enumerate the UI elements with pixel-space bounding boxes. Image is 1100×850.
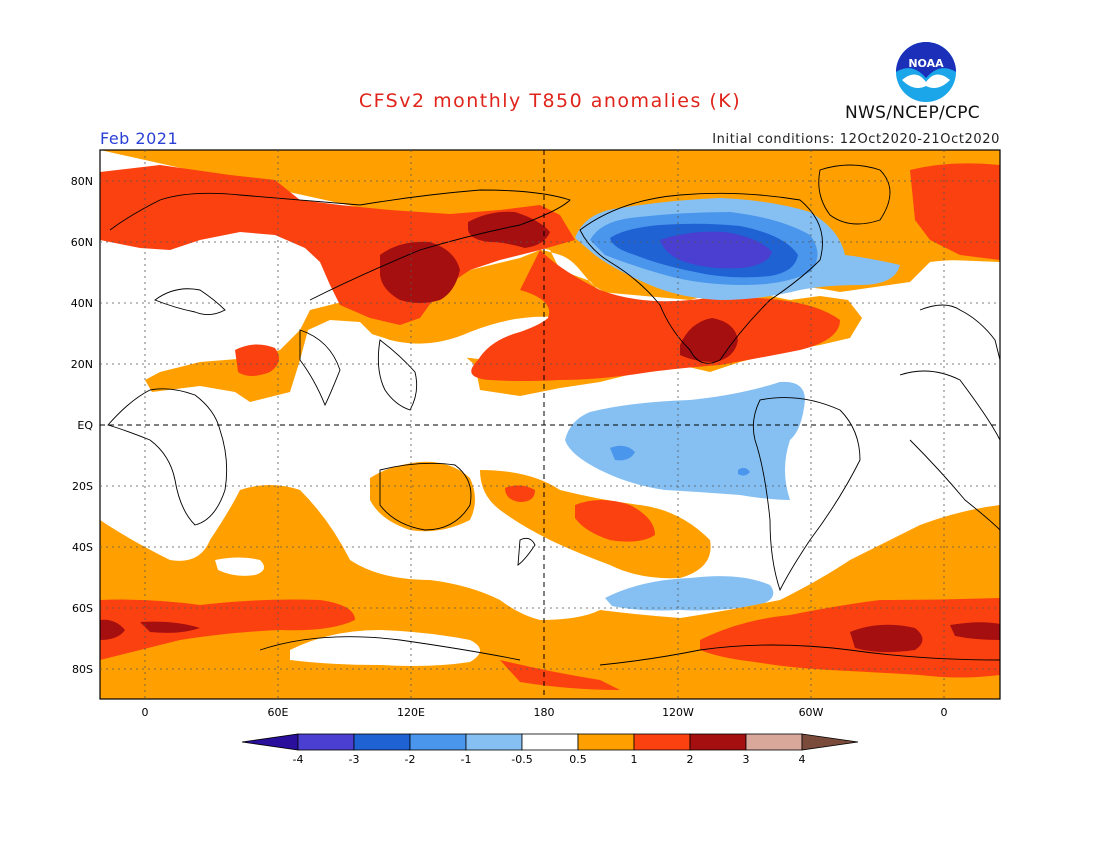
colorbar-seg-1-2 bbox=[633, 733, 691, 751]
map-title: CFSv2 monthly T850 anomalies (K) bbox=[358, 90, 742, 112]
forecast-month-label: Feb 2021 bbox=[100, 129, 179, 148]
lon-label-0-left: 0 bbox=[142, 706, 149, 719]
colorbar-seg-3-2 bbox=[353, 733, 411, 751]
lat-label-80s: 80S bbox=[72, 663, 93, 676]
colorbar-seg-neutral bbox=[521, 733, 579, 751]
lat-label-60s: 60S bbox=[72, 602, 93, 615]
equator-dateline bbox=[100, 150, 1000, 699]
colorbar-label-p3: 3 bbox=[743, 753, 750, 766]
lat-label-eq: EQ bbox=[77, 419, 93, 432]
colorbar-label-m3: -3 bbox=[349, 753, 360, 766]
lon-label-120w: 120W bbox=[662, 706, 694, 719]
lon-label-60e: 60E bbox=[268, 706, 289, 719]
colorbar-seg-gt-4 bbox=[801, 733, 859, 751]
colorbar-seg-2-1 bbox=[409, 733, 467, 751]
lat-label-60n: 60N bbox=[71, 236, 93, 249]
noaa-logo: NOAA bbox=[896, 42, 956, 102]
colorbar-label-m4: -4 bbox=[293, 753, 304, 766]
colorbar-label-m1: -1 bbox=[461, 753, 472, 766]
colorbar-seg-1-05 bbox=[465, 733, 523, 751]
lon-label-0-right: 0 bbox=[941, 706, 948, 719]
colorbar-seg-05-1 bbox=[577, 733, 635, 751]
colorbar-label-p4: 4 bbox=[799, 753, 806, 766]
organization-label: NWS/NCEP/CPC bbox=[845, 103, 980, 123]
initial-conditions-label: Initial conditions: 12Oct2020-21Oct2020 bbox=[712, 132, 1000, 147]
colorbar-label-m2: -2 bbox=[405, 753, 416, 766]
lon-label-60w: 60W bbox=[799, 706, 824, 719]
lon-label-180: 180 bbox=[534, 706, 555, 719]
colorbar bbox=[241, 733, 859, 751]
lon-label-120e: 120E bbox=[397, 706, 425, 719]
lat-label-40s: 40S bbox=[72, 541, 93, 554]
colorbar-label-m05: -0.5 bbox=[511, 753, 532, 766]
coastlines bbox=[107, 164, 1000, 666]
colorbar-label-p05: 0.5 bbox=[569, 753, 587, 766]
noaa-logo-text: NOAA bbox=[908, 57, 944, 70]
colorbar-seg-lt-4 bbox=[241, 733, 299, 751]
lat-label-20n: 20N bbox=[71, 358, 93, 371]
lat-label-80n: 80N bbox=[71, 175, 93, 188]
colorbar-label-p2: 2 bbox=[687, 753, 694, 766]
colorbar-label-p1: 1 bbox=[631, 753, 638, 766]
colorbar-seg-3-4 bbox=[745, 733, 803, 751]
colorbar-seg-4-3 bbox=[297, 733, 355, 751]
graticule bbox=[100, 150, 1000, 699]
lat-label-40n: 40N bbox=[71, 297, 93, 310]
colorbar-seg-2-3 bbox=[689, 733, 747, 751]
lat-label-20s: 20S bbox=[72, 480, 93, 493]
